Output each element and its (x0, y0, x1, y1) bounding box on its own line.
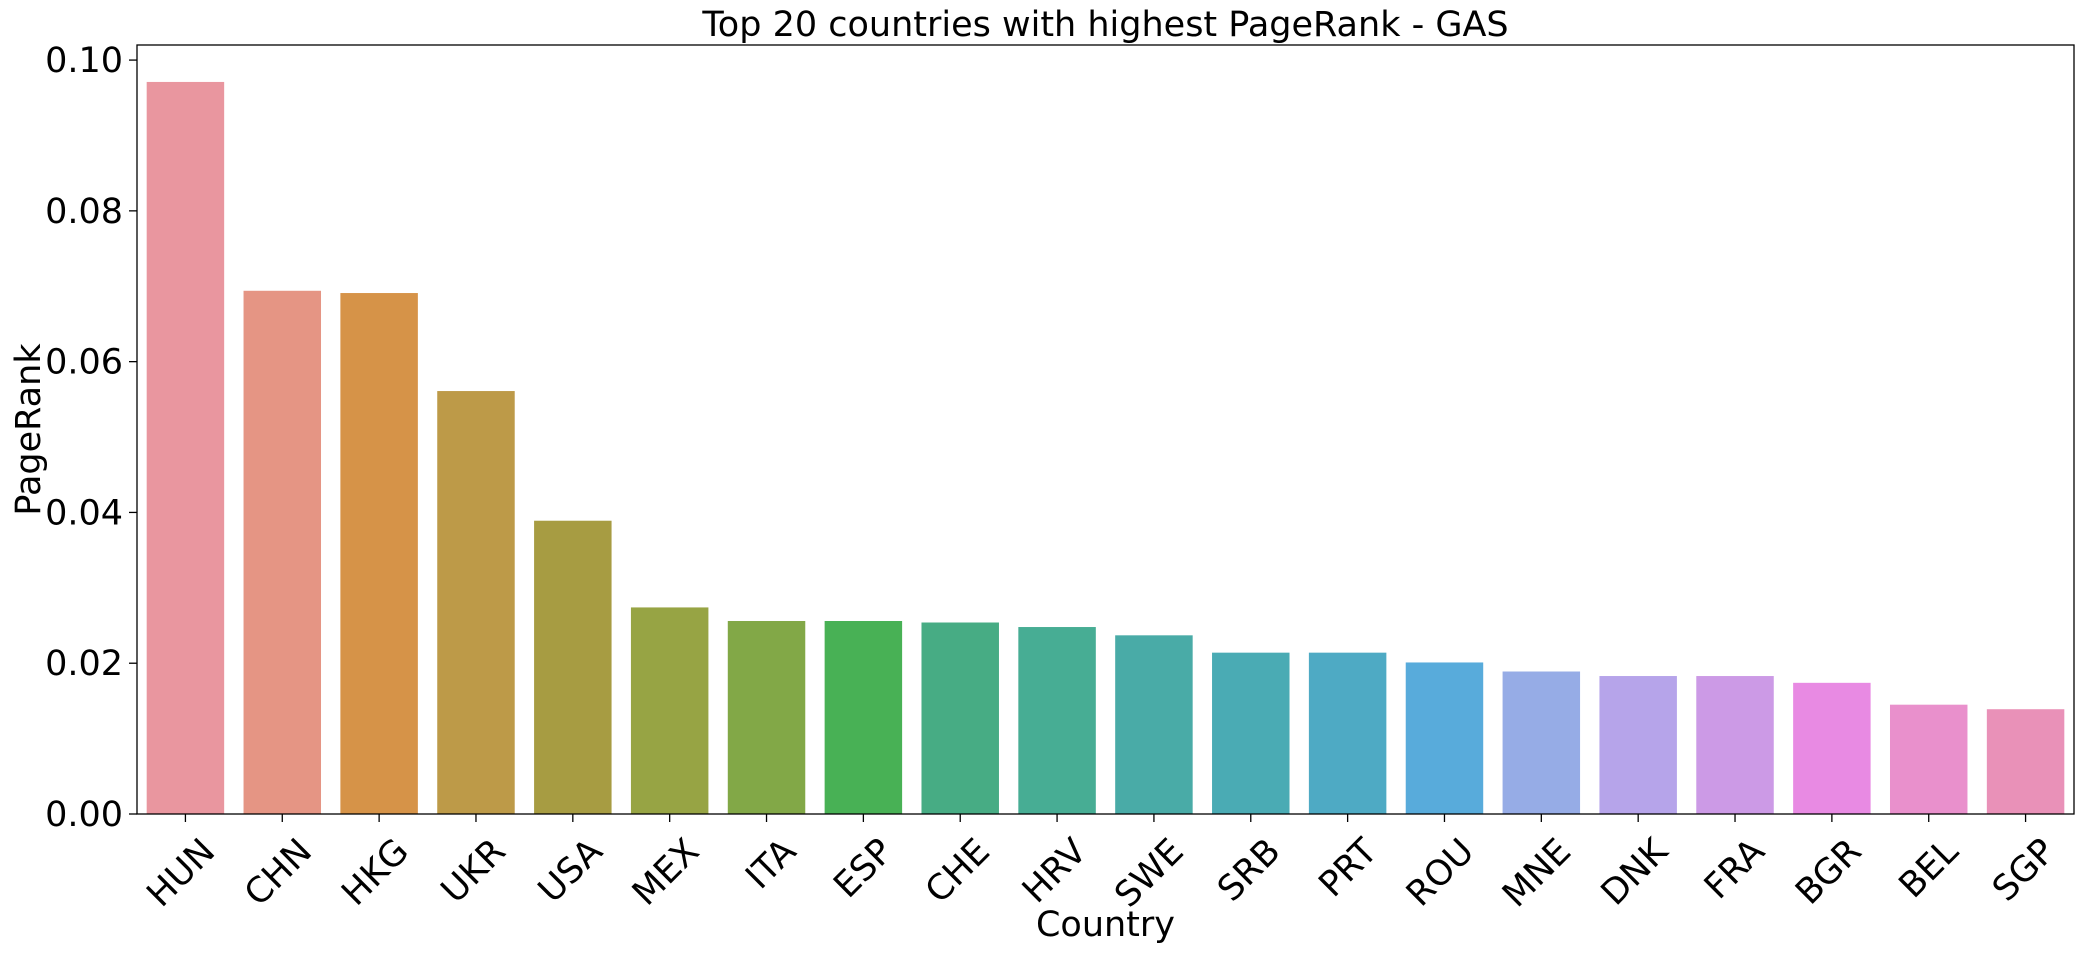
y-axis-label: PageRank (9, 343, 49, 516)
bar-hkg (340, 293, 418, 815)
x-tick-label: BEL (1892, 831, 1967, 906)
bar-ukr (437, 391, 515, 814)
x-tick-label: HKG (335, 831, 417, 913)
x-axis-label: Country (1036, 905, 1175, 945)
x-tick-label: HUN (140, 831, 224, 915)
x-tick-label: SGP (1985, 831, 2063, 909)
bar-dnk (1599, 676, 1677, 814)
bar-swe (1115, 635, 1193, 814)
x-tick-label: UKR (434, 831, 514, 911)
y-tick-label: 0.04 (45, 493, 123, 533)
x-tick-label: SRB (1210, 831, 1288, 909)
y-tick-label: 0.00 (45, 795, 123, 835)
x-tick-label: CHE (918, 831, 998, 911)
bar-usa (534, 520, 612, 814)
x-tick-label: FRA (1697, 831, 1773, 907)
bar-che (921, 622, 999, 814)
y-tick-label: 0.06 (45, 343, 123, 383)
chart-title: Top 20 countries with highest PageRank -… (701, 5, 1508, 45)
x-tick-label: ITA (738, 831, 804, 897)
bar-mne (1502, 671, 1581, 814)
bar-hun (146, 81, 225, 815)
bar-prt (1308, 652, 1387, 814)
x-tick-label: CHN (237, 831, 320, 914)
x-tick-label: BGR (1788, 831, 1869, 912)
x-axis-ticks: HUN CHN HKG UKR USA MEX ITA ESP CHE HRV SWE SRB PRT R… (140, 814, 2063, 916)
bar-bgr (1793, 682, 1871, 814)
x-tick-label: ROU (1399, 831, 1482, 914)
x-tick-label: ESP (827, 831, 902, 906)
bar-fra (1696, 676, 1774, 814)
x-tick-label: MNE (1495, 831, 1579, 915)
x-tick-label: USA (531, 831, 611, 911)
bar-hrv (1018, 627, 1096, 814)
x-tick-label: MEX (625, 831, 707, 913)
plot-frame (136, 44, 2075, 815)
bar-mex (630, 607, 709, 814)
bar-chn (243, 290, 322, 814)
bar-sgp (1986, 709, 2065, 814)
bar-bel (1889, 704, 1968, 814)
bar-ita (727, 620, 806, 814)
y-tick-label: 0.08 (45, 192, 123, 232)
x-tick-label: HRV (1015, 831, 1095, 911)
y-tick-label: 0.02 (45, 644, 123, 684)
x-tick-label: SWE (1108, 831, 1192, 915)
bar-rou (1405, 662, 1484, 814)
x-tick-label: PRT (1312, 831, 1386, 905)
bar-esp (824, 620, 903, 814)
bar-srb (1212, 652, 1290, 814)
y-axis-ticks: 0.00 0.02 0.04 0.06 0.08 0.10 (45, 41, 137, 835)
x-tick-label: DNK (1594, 831, 1677, 914)
y-tick-label: 0.10 (45, 41, 123, 81)
bars (146, 81, 2065, 815)
